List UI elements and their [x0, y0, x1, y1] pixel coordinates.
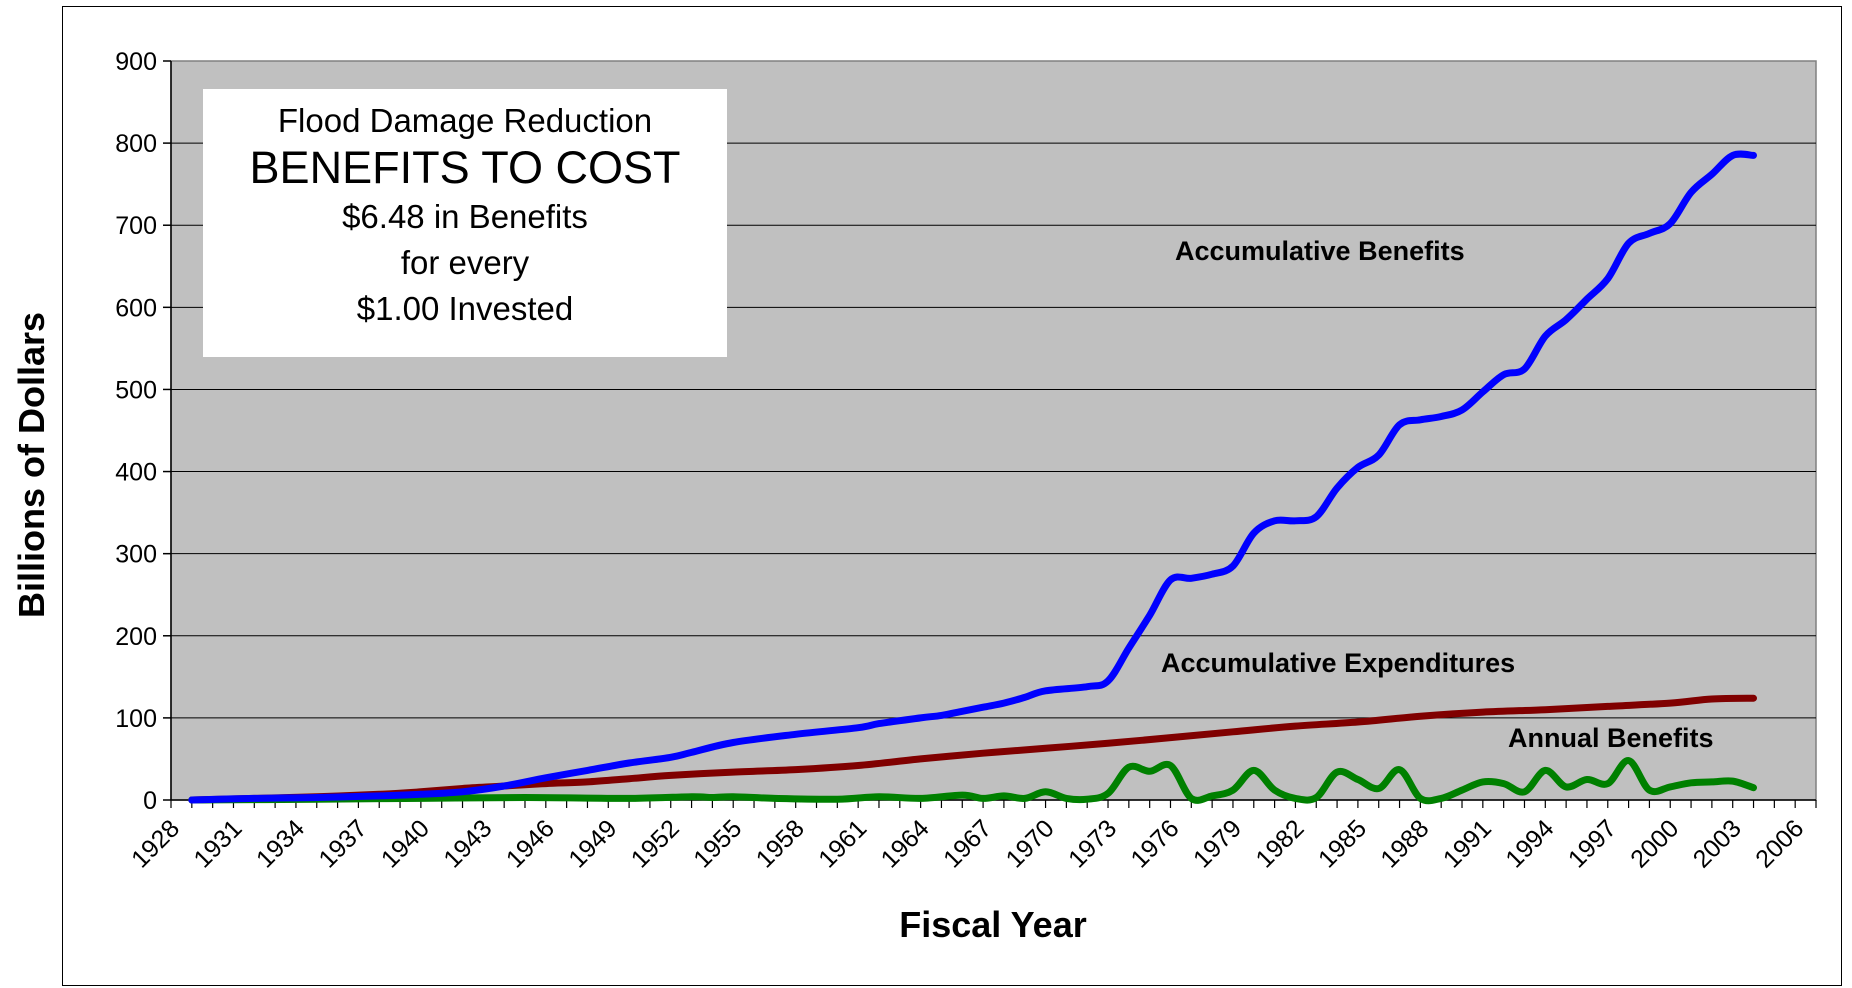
info-box-heading: Flood Damage Reduction	[277, 102, 653, 139]
y-tick-label: 400	[115, 459, 157, 487]
x-tick-label: 1964	[876, 814, 935, 873]
y-tick-label: 800	[115, 130, 157, 158]
x-tick-label: 1985	[1313, 814, 1372, 873]
x-tick-label: 1991	[1438, 814, 1497, 873]
y-tick-label: 500	[115, 376, 157, 404]
series-line-annual-benefits	[188, 757, 1757, 805]
y-tick-label: 100	[115, 705, 157, 733]
x-tick-label: 1958	[751, 814, 810, 873]
x-tick-label: 1940	[376, 814, 435, 873]
x-tick-label: 1967	[938, 814, 997, 873]
x-tick-label: 2000	[1625, 814, 1684, 873]
series-label-annual-benefits: Annual Benefits	[1508, 723, 1714, 753]
x-tick-label: 1949	[563, 814, 622, 873]
x-tick-label: 1994	[1500, 814, 1559, 873]
x-tick-label: 1982	[1250, 814, 1309, 873]
x-tick-label: 2003	[1688, 814, 1747, 873]
x-tick-label: 1934	[251, 814, 310, 873]
x-axis-title: Fiscal Year	[899, 904, 1087, 945]
x-tick-label: 1970	[1001, 814, 1060, 873]
info-box-for-every: for every	[400, 244, 530, 281]
y-tick-label: 600	[115, 294, 157, 322]
x-tick-label: 1961	[813, 814, 872, 873]
x-tick-label: 1973	[1063, 814, 1122, 873]
x-tick-label: 1955	[688, 814, 747, 873]
series-label-accumulative-benefits: Accumulative Benefits	[1175, 236, 1465, 266]
x-tick-label: 1976	[1126, 814, 1185, 873]
x-tick-label: 1997	[1563, 814, 1622, 873]
x-tick-label: 1931	[188, 814, 247, 873]
series-labels: Accumulative Benefits Accumulative Expen…	[1161, 236, 1714, 753]
series-line-accumulative-benefits	[188, 150, 1757, 804]
info-box-benefits: $6.48 in Benefits	[342, 198, 588, 235]
series-label-accumulative-expenditures: Accumulative Expenditures	[1161, 648, 1515, 678]
x-tick-label: 1988	[1375, 814, 1434, 873]
y-tick-label: 0	[143, 787, 157, 815]
x-tick-label: 1943	[438, 814, 497, 873]
x-tick-label: 1928	[126, 814, 185, 873]
x-tick-label: 2006	[1750, 814, 1809, 873]
series-lines	[188, 150, 1757, 805]
y-axis-title: Billions of Dollars	[11, 312, 52, 618]
y-tick-label: 700	[115, 212, 157, 240]
x-tick-label: 1946	[501, 814, 560, 873]
y-tick-label: 200	[115, 623, 157, 651]
x-tick-label: 1937	[313, 814, 372, 873]
x-tick-label: 1952	[626, 814, 685, 873]
y-tick-label: 900	[115, 48, 157, 76]
y-tick-label: 300	[115, 541, 157, 569]
info-box-title: BENEFITS TO COST	[249, 142, 681, 193]
info-box-invested: $1.00 Invested	[356, 290, 574, 327]
x-tick-label: 1979	[1188, 814, 1247, 873]
benefit-cost-info-box: Flood Damage Reduction BENEFITS TO COST …	[203, 89, 727, 357]
